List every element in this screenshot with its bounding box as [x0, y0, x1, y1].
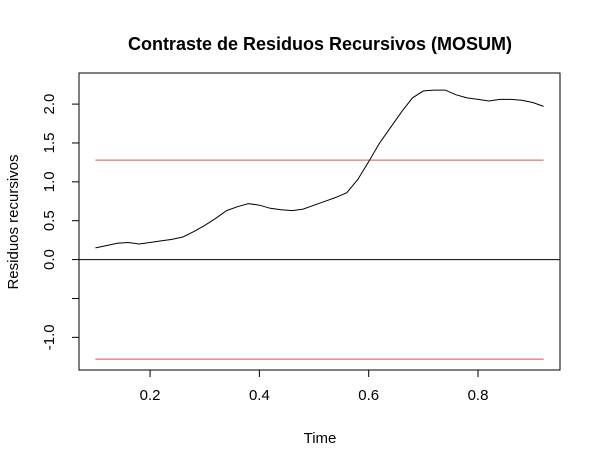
x-tick-label: 0.4	[249, 387, 270, 404]
y-tick-label: -1.0	[41, 324, 58, 350]
x-axis: 0.2 0.4 0.6 0.8	[140, 369, 489, 404]
x-tick-label: 0.8	[468, 387, 489, 404]
x-axis-label: Time	[304, 430, 337, 447]
reference-lines	[79, 159, 560, 360]
y-tick-label: 1.5	[41, 133, 58, 154]
x-tick-label: 0.6	[358, 387, 379, 404]
series-group	[95, 89, 544, 249]
y-tick-label: 0.0	[41, 249, 58, 270]
chart-title: Contraste de Residuos Recursivos (MOSUM)	[128, 34, 512, 54]
x-tick-label: 0.2	[140, 387, 161, 404]
y-axis-label: Residuos recursivos	[5, 154, 22, 289]
y-tick-label: 0.5	[41, 210, 58, 231]
series-line-0	[95, 89, 544, 249]
plot-frame	[78, 72, 561, 371]
y-axis: -1.0 0.0 0.5 1.0 1.5 2.0	[41, 94, 80, 350]
y-tick-label: 1.0	[41, 171, 58, 192]
y-tick-label: 2.0	[41, 94, 58, 115]
